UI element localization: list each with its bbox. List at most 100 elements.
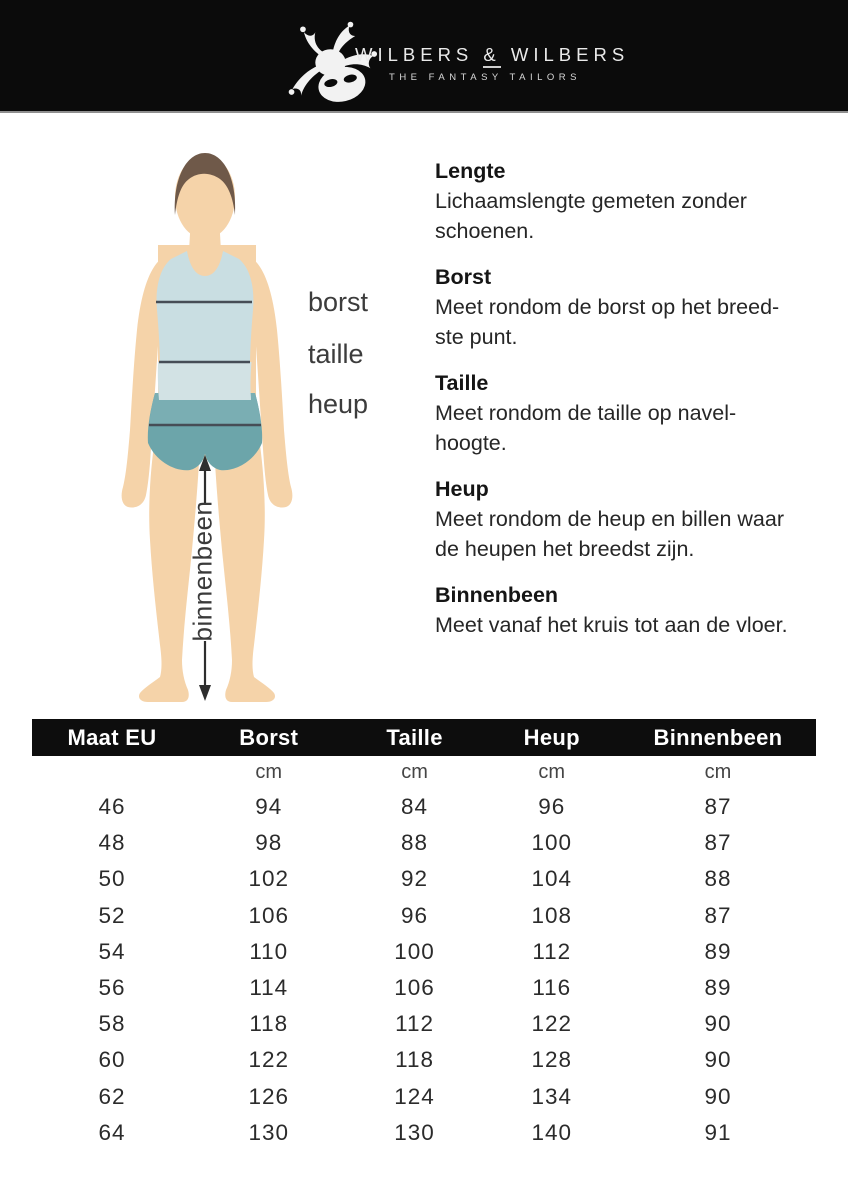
guide-section-taille: Taille Meet rondom de taille op navel- h… bbox=[435, 369, 835, 458]
cell-heup: 100 bbox=[531, 830, 573, 856]
cell-taille: 124 bbox=[394, 1083, 435, 1109]
cell-binnenbeen: 90 bbox=[704, 1047, 732, 1073]
table-row: 58 118 112 122 90 bbox=[32, 1006, 816, 1042]
cell-borst: 98 bbox=[255, 830, 283, 856]
guide-body: Meet rondom de borst op het breed- ste p… bbox=[435, 295, 780, 349]
cell-taille: 92 bbox=[401, 866, 429, 892]
brand-tagline: THE FANTASY TAILORS bbox=[389, 72, 581, 83]
column-header-borst: Borst bbox=[239, 724, 299, 750]
unit-cell: cm bbox=[538, 761, 566, 783]
brand-header: WILBERS & WILBERS THE FANTASY TAILORS bbox=[0, 0, 848, 113]
table-row: 46 94 84 96 87 bbox=[32, 789, 816, 825]
guide-section-borst: Borst Meet rondom de borst op het breed-… bbox=[435, 263, 835, 352]
cell-taille: 84 bbox=[401, 794, 429, 820]
cell-taille: 100 bbox=[394, 938, 435, 964]
table-body: 46 94 84 96 87 48 98 88 100 87 50 102 92… bbox=[32, 789, 816, 1151]
figure-arms bbox=[121, 245, 293, 508]
column-header-heup: Heup bbox=[523, 724, 580, 750]
table-row: 60 122 118 128 90 bbox=[32, 1042, 816, 1078]
cell-binnenbeen: 89 bbox=[704, 975, 732, 1001]
cell-taille: 118 bbox=[395, 1047, 434, 1073]
cell-binnenbeen: 90 bbox=[704, 1083, 732, 1109]
cell-heup: 108 bbox=[531, 902, 573, 928]
cell-taille: 96 bbox=[401, 902, 429, 928]
table-row: 52 106 96 108 87 bbox=[32, 898, 816, 934]
cell-borst: 114 bbox=[249, 975, 289, 1001]
cell-taille: 88 bbox=[401, 830, 429, 856]
size-table: Maat EU Borst Taille Heup Binnenbeen cm … bbox=[32, 719, 816, 1151]
guide-title: Binnenbeen bbox=[435, 583, 559, 607]
table-row: 50 102 92 104 88 bbox=[32, 861, 816, 897]
cell-borst: 118 bbox=[249, 1011, 289, 1037]
cell-heup: 128 bbox=[531, 1047, 573, 1073]
cell-heup: 104 bbox=[531, 866, 573, 892]
cell-borst: 122 bbox=[248, 1047, 290, 1073]
cell-maat-eu: 56 bbox=[98, 975, 126, 1001]
cell-binnenbeen: 89 bbox=[704, 938, 732, 964]
measuring-guide: Lengte Lichaamslengte gemeten zonder sch… bbox=[435, 157, 835, 657]
cell-maat-eu: 64 bbox=[98, 1119, 126, 1145]
guide-title: Lengte bbox=[435, 159, 506, 183]
cell-binnenbeen: 87 bbox=[704, 794, 732, 820]
cell-borst: 130 bbox=[248, 1119, 290, 1145]
cell-maat-eu: 46 bbox=[98, 794, 126, 820]
cell-maat-eu: 50 bbox=[98, 866, 126, 892]
cell-borst: 102 bbox=[248, 866, 290, 892]
guide-title: Borst bbox=[435, 265, 492, 289]
label-binnenbeen: binnenbeen bbox=[187, 500, 218, 642]
body-measurement-figure bbox=[121, 153, 293, 702]
unit-cell: cm bbox=[704, 761, 732, 783]
column-header-maat-eu: Maat EU bbox=[67, 724, 157, 750]
table-row: 48 98 88 100 87 bbox=[32, 825, 816, 861]
cell-maat-eu: 62 bbox=[98, 1083, 126, 1109]
cell-heup: 122 bbox=[531, 1011, 573, 1037]
guide-title: Taille bbox=[435, 371, 489, 395]
guide-section-lengte: Lengte Lichaamslengte gemeten zonder sch… bbox=[435, 157, 835, 246]
brand-name-right: WILBERS bbox=[510, 44, 630, 65]
brand-ampersand: & bbox=[483, 44, 501, 68]
label-borst: borst bbox=[308, 287, 369, 317]
cell-taille: 106 bbox=[394, 975, 435, 1001]
cell-binnenbeen: 87 bbox=[704, 902, 732, 928]
unit-row: cm cm cm cm bbox=[32, 756, 816, 789]
cell-heup: 116 bbox=[532, 975, 572, 1001]
guide-section-heup: Heup Meet rondom de heup en billen waar … bbox=[435, 475, 835, 564]
figure-legs bbox=[138, 445, 276, 702]
guide-body: Meet vanaf het kruis tot aan de vloer. bbox=[435, 613, 788, 637]
cell-heup: 134 bbox=[531, 1083, 573, 1109]
column-header-binnenbeen: Binnenbeen bbox=[653, 724, 783, 750]
cell-binnenbeen: 90 bbox=[704, 1011, 732, 1037]
cell-heup: 140 bbox=[531, 1119, 573, 1145]
cell-binnenbeen: 91 bbox=[704, 1119, 732, 1145]
cell-maat-eu: 54 bbox=[98, 938, 126, 964]
guide-section-binnenbeen: Binnenbeen Meet vanaf het kruis tot aan … bbox=[435, 581, 835, 640]
unit-cell: cm bbox=[255, 761, 283, 783]
cell-heup: 96 bbox=[538, 794, 566, 820]
cell-borst: 126 bbox=[248, 1083, 290, 1109]
label-heup: heup bbox=[308, 389, 369, 419]
brand-text: WILBERS & WILBERS THE FANTASY TAILORS bbox=[355, 44, 624, 83]
table-row: 54 110 100 112 89 bbox=[32, 934, 816, 970]
table-header-row: Maat EU Borst Taille Heup Binnenbeen bbox=[32, 719, 816, 756]
column-header-taille: Taille bbox=[386, 724, 443, 750]
guide-body: Meet rondom de taille op navel- hoogte. bbox=[435, 401, 737, 455]
label-taille: taille bbox=[308, 339, 364, 369]
measurement-lines bbox=[149, 300, 261, 427]
cell-maat-eu: 48 bbox=[98, 830, 126, 856]
cell-binnenbeen: 87 bbox=[704, 830, 732, 856]
cell-borst: 94 bbox=[255, 794, 283, 820]
cell-borst: 106 bbox=[248, 902, 290, 928]
brand-name-left: WILBERS bbox=[355, 44, 474, 65]
inseam-arrow bbox=[199, 455, 211, 701]
guide-title: Heup bbox=[435, 477, 489, 501]
cell-heup: 112 bbox=[532, 938, 572, 964]
cell-maat-eu: 52 bbox=[98, 902, 126, 928]
table-row: 56 114 106 116 89 bbox=[32, 970, 816, 1006]
jester-mask-icon bbox=[283, 19, 378, 108]
guide-body: Lichaamslengte gemeten zonder schoenen. bbox=[435, 189, 747, 243]
cell-taille: 112 bbox=[395, 1011, 434, 1037]
cell-binnenbeen: 88 bbox=[704, 866, 732, 892]
table-row: 64 130 130 140 91 bbox=[32, 1115, 816, 1151]
cell-maat-eu: 58 bbox=[98, 1011, 126, 1037]
